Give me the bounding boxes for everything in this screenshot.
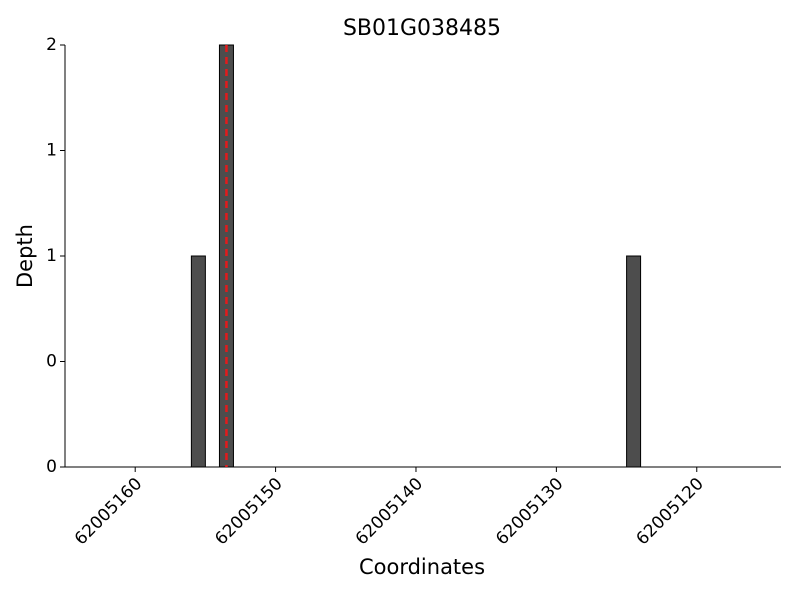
y-tick-label: 1 (46, 141, 57, 161)
bar (626, 255, 642, 468)
y-axis-label: Depth (13, 224, 37, 288)
y-tick-label: 2 (46, 35, 57, 55)
x-tick-label: 62005160 (71, 474, 146, 549)
x-tick-label: 62005120 (633, 474, 708, 549)
x-tick-label: 62005140 (352, 474, 427, 549)
chart-title: SB01G038485 (343, 16, 501, 41)
y-tick-label: 0 (46, 457, 57, 477)
x-tick-label: 62005130 (492, 474, 567, 549)
y-tick-label: 0 (46, 352, 57, 372)
x-tick-label: 62005150 (211, 474, 286, 549)
y-tick-label: 1 (46, 246, 57, 266)
bar (190, 255, 206, 468)
x-axis-label: Coordinates (359, 555, 485, 579)
